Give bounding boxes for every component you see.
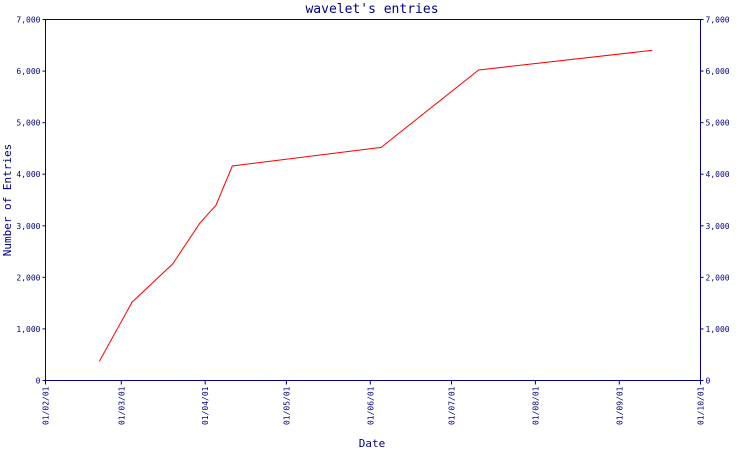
data-point <box>199 222 201 224</box>
y-tick-label-left: 1,000 <box>16 325 40 334</box>
x-tick-label: 01/09/01 <box>615 386 624 425</box>
series-line <box>99 49 652 362</box>
x-tick-label: 01/02/01 <box>42 386 51 425</box>
y-axis-label: Number of Entries <box>1 144 14 257</box>
x-axis-label: Date <box>359 437 386 450</box>
data-point <box>131 301 133 303</box>
y-tick-label-left: 7,000 <box>16 16 40 25</box>
x-tick-label: 01/07/01 <box>447 386 456 425</box>
y-tick-label-right: 4,000 <box>706 170 730 179</box>
data-point <box>380 146 382 148</box>
data-point <box>231 165 233 167</box>
y-tick-label-left: 3,000 <box>16 222 40 231</box>
x-tick-label: 01/10/01 <box>697 386 706 425</box>
y-axis-left: 0 1,000 2,000 3,000 4,000 5,000 6,000 7,000 <box>16 16 46 386</box>
y-tick-label-left: 4,000 <box>16 170 40 179</box>
y-tick-label-right: 5,000 <box>706 119 730 128</box>
series-group <box>99 49 653 362</box>
x-tick-label: 01/06/01 <box>366 386 375 425</box>
y-tick-label-right: 0 <box>706 377 711 386</box>
x-axis: 01/02/01 01/03/01 01/04/01 01/05/01 01/06/01… <box>42 380 706 425</box>
data-point <box>172 263 174 265</box>
chart-title: wavelet's entries <box>305 2 438 17</box>
data-point <box>478 69 480 71</box>
x-tick-label: 01/08/01 <box>531 386 540 425</box>
y-axis-right: 0 1,000 2,000 3,000 4,000 5,000 6,000 7,000 <box>700 16 730 386</box>
x-tick-label: 01/04/01 <box>201 386 210 425</box>
x-tick-label: 01/05/01 <box>282 386 291 425</box>
data-point <box>651 49 653 51</box>
y-tick-label-right: 7,000 <box>706 16 730 25</box>
y-tick-label-right: 2,000 <box>706 273 730 282</box>
y-tick-label-right: 6,000 <box>706 67 730 76</box>
x-tick-label: 01/03/01 <box>117 386 126 425</box>
plot-frame <box>45 19 701 381</box>
y-tick-label-left: 0 <box>36 377 41 386</box>
y-tick-label-left: 5,000 <box>16 119 40 128</box>
y-tick-label-right: 1,000 <box>706 325 730 334</box>
y-tick-label-left: 2,000 <box>16 273 40 282</box>
y-tick-label-left: 6,000 <box>16 67 40 76</box>
data-point <box>215 204 217 206</box>
data-point <box>99 360 101 362</box>
y-tick-label-right: 3,000 <box>706 222 730 231</box>
